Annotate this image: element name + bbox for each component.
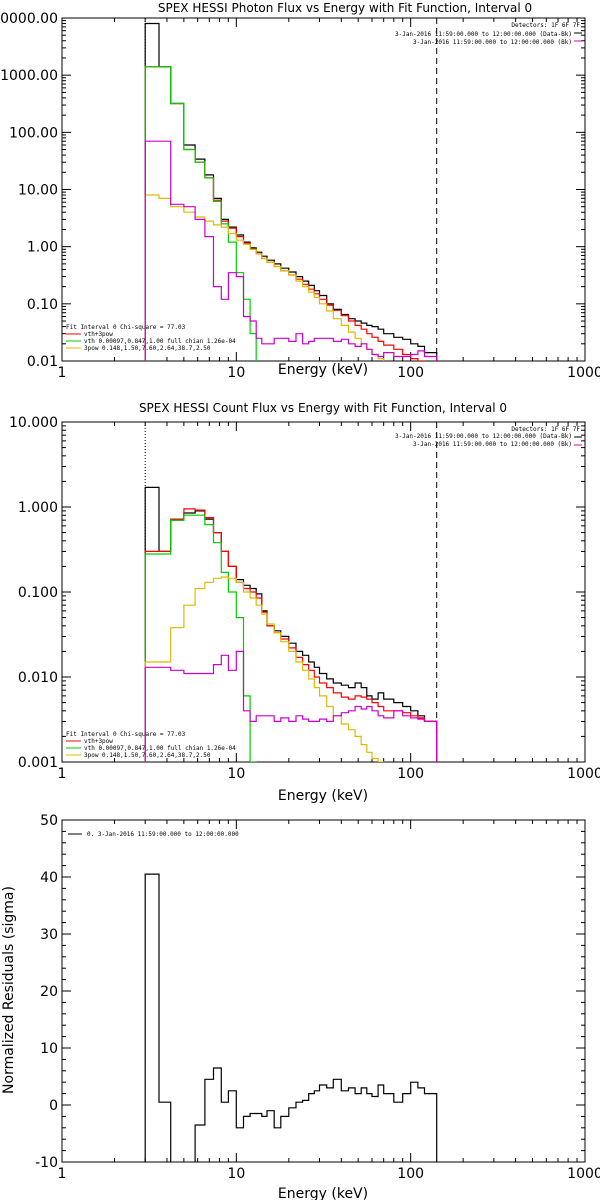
y-tick-label: 1000.00 bbox=[0, 68, 58, 84]
x-tick-label: 100 bbox=[397, 766, 424, 782]
series-histogram bbox=[144, 514, 257, 762]
photon-fit-item-label: 3pow 0.148,1.50,7.60,2.64,38.7,2.50 bbox=[84, 345, 211, 352]
photon-fit-item-label: vth+3pow bbox=[84, 331, 113, 338]
x-tick-label: 1000 bbox=[567, 365, 600, 381]
y-tick-label: 0.100 bbox=[18, 585, 58, 601]
residuals-panel: Energy (keV) Normalized Residuals (sigma… bbox=[1, 813, 600, 1200]
count-bk-label: 3-Jan-2016 11:59:00.000 to 12:00:00.000 … bbox=[413, 441, 572, 448]
photon-flux-panel: SPEX HESSI Photon Flux vs Energy with Fi… bbox=[0, 1, 600, 381]
series-histogram bbox=[144, 66, 257, 361]
series-histogram bbox=[144, 140, 438, 361]
x-tick-label: 100 bbox=[397, 1166, 424, 1182]
residuals-xlabel: Energy (keV) bbox=[278, 1186, 368, 1200]
count-detectors-label: Detectors: 1F 6F 7F bbox=[511, 426, 580, 433]
photon-bk-label: 3-Jan-2016 11:59:00.000 to 12:00:00.000 … bbox=[413, 39, 572, 46]
series-histogram bbox=[144, 873, 438, 1162]
y-tick-label: 50 bbox=[40, 813, 58, 829]
residuals-legend-text: 0. 3-Jan-2016 11:59:00.000 to 12:00:00.0… bbox=[87, 831, 239, 838]
x-tick-label: 10 bbox=[227, 766, 245, 782]
x-tick-label: 10 bbox=[227, 1166, 245, 1182]
x-tick-label: 10 bbox=[227, 365, 245, 381]
residuals-ylabel: Normalized Residuals (sigma) bbox=[1, 886, 17, 1094]
photon-fit-header: Fit Interval 0 Chi-square = 77.03 bbox=[66, 324, 186, 331]
y-tick-label: 0.10 bbox=[27, 297, 58, 313]
y-tick-label: 0.010 bbox=[18, 670, 58, 686]
y-tick-label: -10 bbox=[35, 1155, 58, 1171]
photon-panel-title: SPEX HESSI Photon Flux vs Energy with Fi… bbox=[158, 1, 532, 15]
series-histogram bbox=[144, 66, 438, 361]
series-histogram bbox=[144, 576, 404, 762]
x-tick-label: 1 bbox=[58, 1166, 67, 1182]
y-tick-label: 10 bbox=[40, 1041, 58, 1057]
count-panel-xlabel: Energy (keV) bbox=[278, 788, 368, 804]
count-fit-item-label: vth 0.00097,0.847,1.00 full chian 1.26e-… bbox=[84, 745, 236, 752]
y-tick-label: 100.00 bbox=[9, 125, 58, 141]
x-tick-label: 1 bbox=[58, 766, 67, 782]
plot-frame bbox=[61, 17, 586, 362]
photon-panel-xlabel: Energy (keV) bbox=[278, 362, 368, 378]
y-tick-label: 30 bbox=[40, 927, 58, 943]
photon-detectors-label: Detectors: 1F 6F 7F bbox=[511, 22, 580, 29]
y-tick-label: 40 bbox=[40, 870, 58, 886]
y-tick-label: 10.00 bbox=[18, 183, 58, 199]
count-fit-item-label: vth+3pow bbox=[84, 738, 113, 745]
y-tick-label: 1.00 bbox=[27, 240, 58, 256]
series-histogram bbox=[144, 22, 438, 361]
count-fit-header: Fit Interval 0 Chi-square = 77.03 bbox=[66, 731, 186, 738]
series-histogram bbox=[144, 508, 438, 762]
photon-fit-item-label: vth 0.00097,0.847,1.00 full chian 1.26e-… bbox=[84, 338, 236, 345]
count-flux-panel: SPEX HESSI Count Flux vs Energy with Fit… bbox=[9, 401, 600, 804]
series-histogram bbox=[144, 650, 438, 762]
y-tick-label: 1.000 bbox=[18, 500, 58, 516]
photon-data-bk-label: 3-Jan-2016 11:59:00.000 to 12:00:00.000 … bbox=[395, 31, 572, 38]
count-fit-item-label: 3pow 0.148,1.50,7.60,2.64,38.7,2.50 bbox=[84, 752, 211, 759]
x-tick-label: 100 bbox=[397, 365, 424, 381]
y-tick-label: 0.01 bbox=[27, 354, 58, 370]
plot-frame bbox=[61, 421, 586, 763]
y-tick-label: 20 bbox=[40, 984, 58, 1000]
y-tick-label: 10.000 bbox=[9, 415, 58, 431]
x-tick-label: 1000 bbox=[567, 766, 600, 782]
x-tick-label: 1 bbox=[58, 365, 67, 381]
plot-frame bbox=[61, 819, 586, 1163]
x-tick-label: 1000 bbox=[567, 1166, 600, 1182]
count-data-bk-label: 3-Jan-2016 11:59:00.000 to 12:00:00.000 … bbox=[395, 433, 572, 440]
series-histogram bbox=[144, 194, 395, 361]
y-tick-label: 0.001 bbox=[18, 755, 58, 771]
y-tick-label: 0 bbox=[49, 1098, 58, 1114]
count-panel-title: SPEX HESSI Count Flux vs Energy with Fit… bbox=[139, 401, 507, 415]
